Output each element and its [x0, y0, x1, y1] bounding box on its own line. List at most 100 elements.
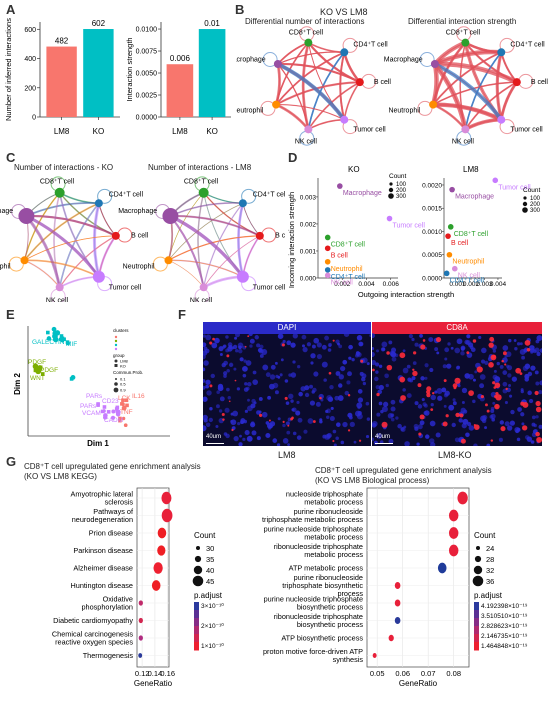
- cd8a-signal: [472, 339, 477, 343]
- nucleus: [292, 431, 297, 436]
- nucleus: [336, 422, 341, 427]
- nucleus: [384, 373, 389, 379]
- legend-prob-2: 0.9: [120, 388, 126, 393]
- network-self-loop: [419, 52, 435, 67]
- nucleus: [539, 348, 542, 353]
- term-dot: [457, 491, 468, 505]
- embedding-label: TNF: [120, 409, 133, 416]
- nucleus: [203, 354, 206, 360]
- nucleus: [297, 417, 303, 423]
- nucleus: [249, 344, 253, 348]
- nucleus: [203, 367, 206, 372]
- embedding-label: MIF: [66, 341, 77, 348]
- panel-label-g: G: [6, 454, 17, 469]
- count-legend-dot: [472, 575, 484, 587]
- term-label: nucleoside triphosphate metabolic process: [286, 490, 363, 507]
- nucleus: [324, 335, 330, 341]
- micrograph-cd8a-banner: CD8A: [372, 322, 542, 334]
- nucleus: [226, 368, 230, 373]
- nucleus: [203, 396, 208, 402]
- nucleus: [208, 417, 214, 423]
- g-right-title-line1: CD8⁺T cell upregulated gene enrichment a…: [315, 466, 492, 475]
- nucleus: [315, 401, 321, 407]
- network-edge: [307, 42, 361, 84]
- embedding-point: [69, 377, 74, 381]
- nucleus: [340, 365, 346, 372]
- nucleus: [228, 344, 233, 350]
- nucleus: [531, 422, 536, 427]
- y-tick-label: 0.001: [300, 248, 317, 255]
- term-dot: [138, 653, 143, 658]
- cd8a-signal: [417, 383, 422, 388]
- network-edge: [307, 41, 361, 84]
- cd8a-signal: [290, 417, 293, 421]
- nucleus: [428, 337, 434, 343]
- term-dot: [394, 581, 401, 590]
- scatter-point-label: NK cell: [331, 279, 354, 286]
- nucleus: [221, 362, 227, 368]
- x-tick-label: 0.004: [490, 281, 507, 288]
- term-dot: [153, 562, 163, 574]
- nucleus: [448, 404, 455, 411]
- nucleus: [311, 344, 316, 349]
- nucleus: [429, 367, 434, 373]
- nucleus: [282, 339, 286, 344]
- nucleus: [514, 347, 518, 351]
- network-edge: [499, 81, 519, 120]
- nucleus: [372, 332, 376, 339]
- term-dot: [138, 600, 143, 606]
- nucleus: [529, 347, 535, 353]
- network-self-loop: [499, 119, 515, 135]
- network-edge: [59, 192, 116, 237]
- nucleus: [524, 377, 529, 382]
- network-self-loop: [261, 227, 277, 243]
- nucleus: [203, 418, 208, 423]
- term-dot: [161, 508, 173, 523]
- network-edge: [170, 215, 261, 237]
- nucleus: [295, 410, 301, 416]
- nucleus: [491, 417, 495, 422]
- nucleus: [372, 422, 377, 428]
- count-legend-dot: [388, 193, 394, 199]
- network-node: [54, 187, 65, 198]
- nucleus: [216, 390, 220, 394]
- cd8a-signal: [495, 392, 499, 396]
- padj-colorbar-segment: [474, 602, 479, 611]
- cd8a-signal: [268, 419, 271, 422]
- nucleus: [234, 336, 238, 340]
- nucleus: [276, 443, 281, 446]
- scatter-title: LM8: [463, 165, 479, 174]
- nucleus: [504, 421, 510, 427]
- nucleus: [502, 381, 508, 387]
- cd8a-signal: [420, 344, 426, 350]
- network-edge: [168, 235, 260, 261]
- nucleus: [388, 438, 394, 444]
- term-label: purine nucleoside triphosphate metabolic …: [264, 525, 364, 542]
- term-label: Pathways of neurodegeneration: [72, 507, 134, 524]
- nucleus: [510, 409, 515, 415]
- cd8a-signal: [490, 354, 497, 361]
- nucleus: [325, 409, 329, 414]
- nucleus: [383, 401, 389, 407]
- nucleus: [242, 373, 247, 378]
- nucleus: [530, 440, 535, 444]
- nucleus: [256, 436, 261, 441]
- nucleus: [335, 436, 339, 440]
- network-node: [273, 60, 282, 68]
- nucleus: [330, 406, 334, 410]
- nucleus: [274, 361, 278, 365]
- embedding-point: [40, 372, 45, 376]
- cd8a-signal: [426, 392, 431, 398]
- term-dot: [157, 545, 166, 556]
- cd8a-signal: [494, 382, 501, 389]
- network-interactions-ko: CD8⁺T cell CD4⁺T cell B cell Tumor cell NK c…: [0, 176, 149, 302]
- scatter-lm8: LM80.00000.00050.00100.00150.00200.0010.…: [422, 165, 531, 288]
- nucleus: [411, 337, 415, 342]
- nucleus: [223, 374, 227, 378]
- nucleus: [304, 392, 310, 398]
- nucleus: [535, 381, 540, 386]
- nucleus: [235, 349, 239, 353]
- network-interactions-lm8: CD8⁺T cell CD4⁺T cell B cell Tumor cell NK c…: [118, 176, 285, 302]
- nucleus: [205, 422, 211, 428]
